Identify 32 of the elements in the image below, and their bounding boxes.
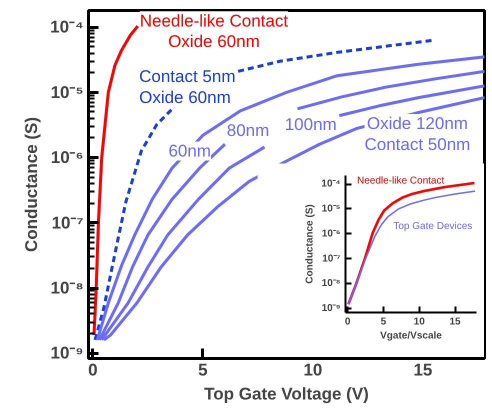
x-axis-title: Top Gate Voltage (V) bbox=[204, 384, 369, 404]
x-tick-label: 10 bbox=[414, 316, 426, 328]
y-tick-label: 10⁻⁹ bbox=[322, 303, 341, 314]
x-tick-label: 0 bbox=[88, 360, 98, 380]
x-tick-label: 5 bbox=[380, 316, 387, 328]
series-label: 80nm bbox=[226, 121, 270, 140]
y-axis-title: Conductance (S) bbox=[304, 204, 316, 284]
series-label: Contact 5nm Oxide 60nm bbox=[139, 67, 236, 108]
x-tick-label: 0 bbox=[344, 316, 351, 328]
y-tick-label: 10⁻⁸ bbox=[50, 278, 84, 298]
series-label: Top Gate Devices bbox=[393, 220, 472, 232]
y-tick-label: 10⁻⁴ bbox=[50, 18, 84, 37]
series-label: Oxide 120nm Contact 50nm bbox=[364, 114, 470, 154]
x-tick-label: 15 bbox=[449, 316, 462, 328]
y-tick-label: 10⁻⁵ bbox=[50, 82, 84, 102]
y-tick-label: 10⁻⁷ bbox=[322, 253, 340, 264]
y-tick-label: 10⁻⁷ bbox=[52, 213, 84, 232]
y-tick-label: 10⁻⁶ bbox=[322, 228, 341, 240]
series-label: Needle-like Contact Oxide 60nm bbox=[140, 11, 288, 52]
series-label: 100nm bbox=[284, 115, 337, 134]
x-tick-label: 10 bbox=[303, 360, 322, 380]
y-tick-label: 10⁻⁶ bbox=[50, 148, 84, 168]
y-tick-label: 10⁻⁴ bbox=[321, 178, 341, 190]
series-label: Needle-like Contact bbox=[356, 176, 444, 187]
y-tick-label: 10⁻⁸ bbox=[322, 278, 341, 290]
y-tick-label: 10⁻⁹ bbox=[50, 344, 84, 363]
x-tick-label: 15 bbox=[413, 360, 432, 380]
x-tick-label: 5 bbox=[198, 360, 208, 380]
series-label: 60nm bbox=[168, 142, 211, 161]
y-tick-label: 10⁻⁵ bbox=[322, 203, 341, 214]
x-axis-title: Vgate/Vscale bbox=[380, 330, 442, 342]
y-axis-title: Conductance (S) bbox=[22, 116, 42, 252]
